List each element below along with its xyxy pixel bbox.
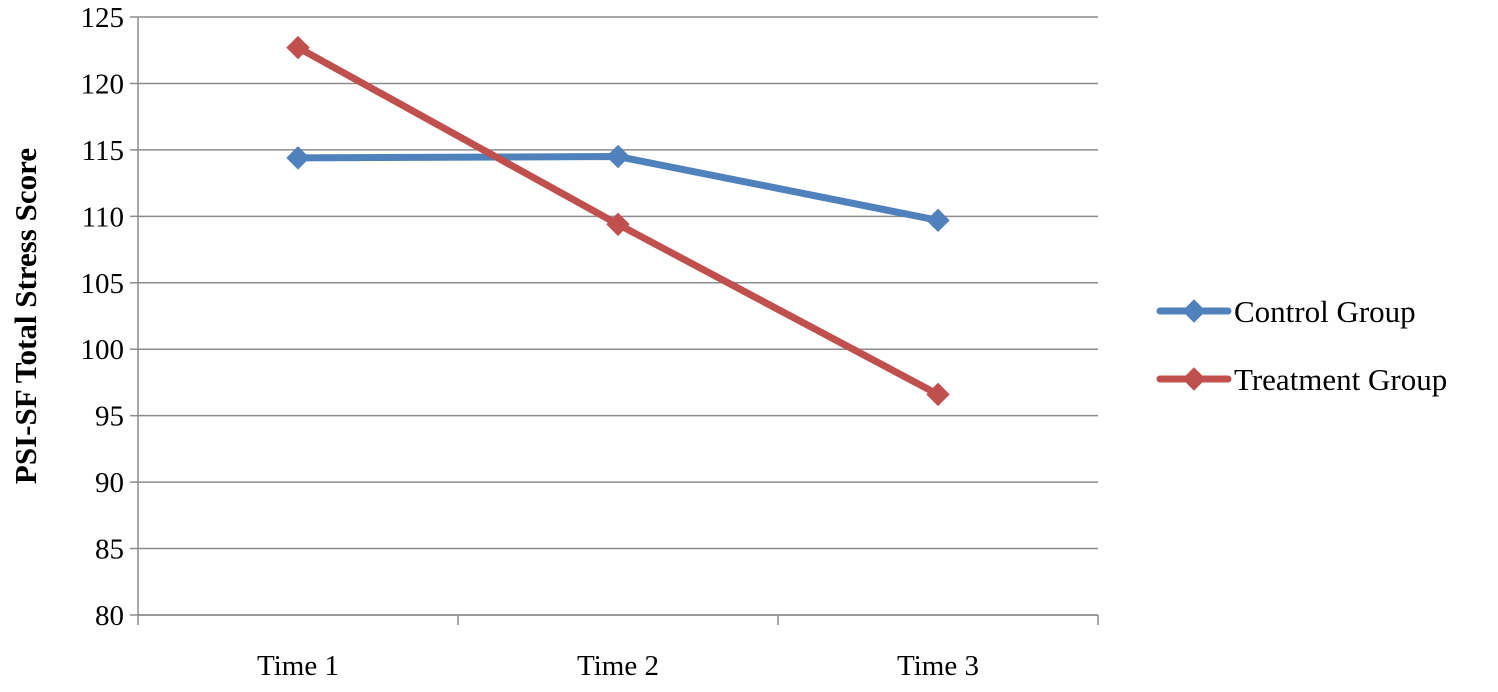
y-tick-label: 90 [95,467,124,499]
y-tick-label: 105 [81,268,125,300]
y-tick-label: 110 [82,201,124,233]
data-point [286,146,310,170]
legend-item: Control Group [1156,294,1416,329]
y-tick-label: 115 [82,135,124,167]
legend-label: Control Group [1234,294,1416,329]
data-point [926,382,950,407]
y-tick-label: 85 [95,534,124,566]
series-control-group [286,144,950,233]
y-tick-label: 80 [95,600,124,632]
legend-item: Treatment Group [1156,362,1447,397]
series-layer [286,35,950,407]
y-tick-label: 95 [95,401,124,433]
legend-marker [1182,299,1206,323]
legend: Control Group Treatment Group [1156,294,1447,397]
data-point [286,35,310,60]
x-tick-label: Time 1 [257,650,339,682]
data-point [926,208,950,233]
y-tick-label: 120 [81,68,125,100]
data-point [606,144,630,169]
series-treatment-group [286,35,950,407]
data-point [606,212,630,237]
legend-label: Treatment Group [1234,362,1447,397]
y-tick-label: 125 [81,2,125,34]
axes: 80 85 90 95 100 105 110 115 120 125 Time 1 Time 2 Ti… [81,2,1099,682]
x-tick-label: Time 3 [897,650,979,682]
x-tick-label: Time 2 [577,650,659,682]
y-axis-label: PSI-SF Total Stress Score [8,148,43,484]
gridlines [138,16,1098,616]
legend-marker [1182,367,1206,391]
y-tick-label: 100 [81,334,125,366]
